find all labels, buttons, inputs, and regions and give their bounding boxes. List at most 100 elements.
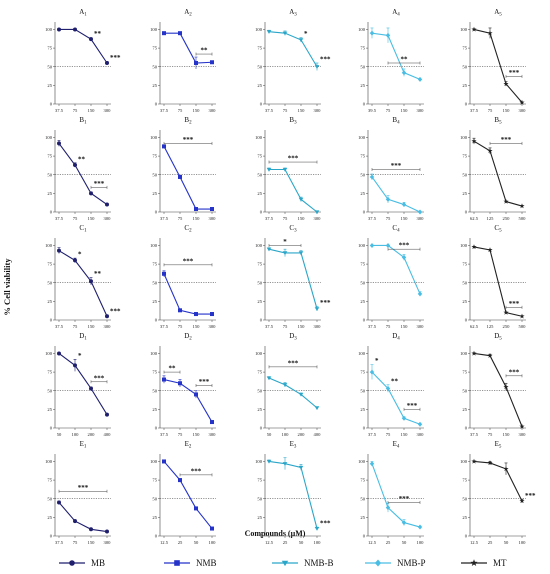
data-point	[178, 478, 182, 483]
x-tick-label: 75	[283, 324, 288, 329]
significance-label: *	[304, 30, 308, 38]
y-tick-label: 0	[50, 210, 53, 215]
y-tick-label: 50	[152, 496, 157, 501]
x-tick-label: 150	[88, 540, 96, 545]
legend-item-nmb-b: NMB-B	[272, 558, 334, 568]
y-tick-label: 100	[45, 243, 53, 248]
data-point	[401, 202, 407, 208]
y-tick-label: 75	[360, 262, 365, 267]
y-tick-label: 25	[360, 515, 365, 520]
y-tick-label: 100	[255, 243, 263, 248]
panel-title: C2	[184, 224, 192, 234]
x-tick-label: 200	[88, 432, 96, 437]
data-point	[417, 76, 423, 82]
significance-label: ***	[110, 54, 121, 62]
y-tick-label: 25	[257, 407, 262, 412]
panel-title: A1	[79, 8, 87, 18]
y-tick-label: 0	[260, 210, 263, 215]
data-point	[105, 412, 109, 417]
panel-title-letter: A	[79, 8, 84, 16]
data-point	[385, 32, 391, 38]
y-tick-label: 100	[460, 135, 468, 140]
data-point	[282, 251, 288, 256]
legend-item-mt: MT	[461, 558, 507, 568]
data-point	[178, 174, 182, 179]
data-point	[57, 27, 61, 32]
y-tick-label: 100	[460, 243, 468, 248]
panel-d3: D3 0 25 50 75 100 50 100 200 400 ***	[255, 332, 321, 437]
y-tick-label: 25	[152, 515, 157, 520]
x-tick-label: 75	[386, 432, 391, 437]
legend-item-nmb-p: NMB-P	[365, 558, 426, 568]
data-point	[73, 27, 77, 32]
y-tick-label: 75	[257, 154, 262, 159]
data-point	[162, 271, 166, 276]
data-point	[282, 383, 288, 387]
y-tick-label: 100	[45, 27, 53, 32]
significance-label: ***	[320, 56, 331, 64]
y-tick-label: 50	[152, 64, 157, 69]
x-tick-label: 37.5	[55, 540, 64, 545]
significance-label: ***	[407, 402, 418, 410]
y-tick-label: 0	[363, 426, 366, 431]
panel-title-sub: 5	[499, 121, 502, 126]
x-tick-label: 300	[417, 108, 425, 113]
y-tick-label: 50	[257, 496, 262, 501]
x-tick-label: 150	[193, 216, 201, 221]
series-line	[58, 250, 108, 317]
x-tick-label: 300	[104, 108, 112, 113]
data-point	[73, 258, 77, 263]
y-tick-label: 50	[462, 280, 467, 285]
series-line	[163, 146, 212, 210]
significance-label: ***	[399, 242, 410, 250]
x-tick-label: 37.5	[160, 432, 169, 437]
panel-title: E2	[185, 440, 192, 450]
x-tick-label: 37.5	[368, 432, 377, 437]
panel-title: C4	[392, 224, 400, 234]
panel-title-letter: D	[79, 332, 84, 340]
y-tick-label: 100	[358, 27, 366, 32]
y-tick-label: 100	[460, 27, 468, 32]
panel-title-letter: B	[494, 116, 499, 124]
panel-title-letter: E	[185, 440, 189, 448]
y-tick-label: 100	[45, 351, 53, 356]
data-point	[298, 465, 304, 470]
data-point	[89, 279, 93, 284]
y-tick-label: 75	[152, 46, 157, 51]
data-point	[162, 377, 166, 382]
series-line	[473, 140, 523, 207]
y-tick-label: 0	[465, 534, 468, 539]
x-tick-label: 12.5	[368, 540, 377, 545]
significance-label: ***	[191, 467, 202, 475]
y-tick-label: 0	[155, 534, 158, 539]
data-point	[519, 99, 525, 105]
data-point	[178, 31, 182, 36]
data-point	[487, 352, 493, 358]
x-tick-label: 50	[57, 432, 62, 437]
panel-title-sub: 5	[499, 229, 502, 234]
panel-title: B5	[494, 116, 502, 126]
panel-title: B1	[79, 116, 87, 126]
data-point	[369, 461, 375, 467]
y-tick-label: 25	[462, 299, 467, 304]
data-point	[210, 312, 214, 317]
data-point	[314, 526, 320, 531]
y-tick-label: 100	[358, 351, 366, 356]
x-tick-label: 150	[401, 432, 409, 437]
panel-title-letter: C	[494, 224, 499, 232]
series-line	[371, 176, 421, 213]
data-point	[401, 415, 407, 421]
panel-title-sub: 2	[189, 13, 192, 18]
significance-label: *	[283, 238, 287, 246]
x-tick-label: 50	[267, 432, 272, 437]
panel-b3: B3 0 25 50 75 100 37.5 75 150 300 ***	[255, 116, 321, 221]
x-tick-label: 250	[503, 216, 511, 221]
y-tick-label: 100	[45, 135, 53, 140]
data-point	[194, 506, 198, 511]
x-tick-label: 39.5	[368, 108, 377, 113]
x-tick-label: 75	[73, 324, 78, 329]
